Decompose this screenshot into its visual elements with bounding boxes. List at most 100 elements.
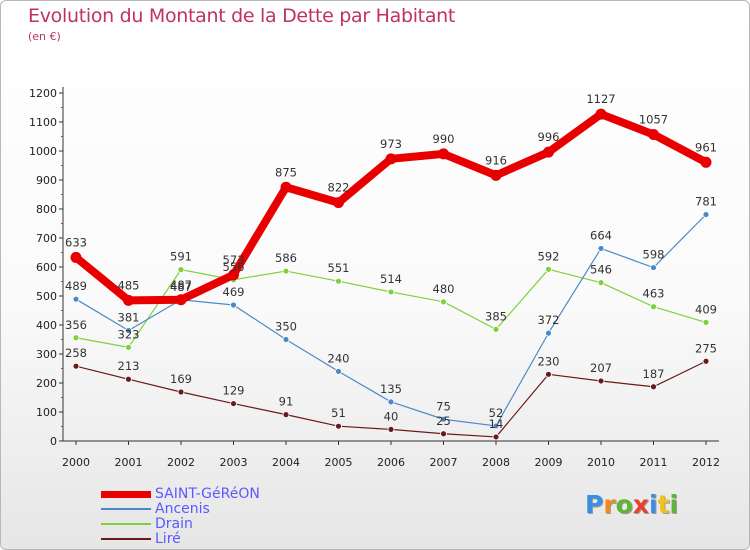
data-label-lire: 258 xyxy=(65,346,87,360)
data-point-lire xyxy=(125,375,132,383)
data-label-saint-gereon: 973 xyxy=(380,137,402,151)
data-point-drain xyxy=(702,318,710,326)
data-point-drain xyxy=(597,279,605,287)
data-label-ancenis: 135 xyxy=(380,382,402,396)
data-point-lire xyxy=(440,430,447,438)
data-point-lire xyxy=(545,370,552,378)
data-point-ancenis xyxy=(650,264,657,271)
data-label-drain: 514 xyxy=(380,272,402,286)
data-label-ancenis: 489 xyxy=(65,279,87,293)
data-point-lire xyxy=(387,425,395,433)
y-tick-label: 1200 xyxy=(29,87,57,100)
x-tick-label: 2006 xyxy=(377,456,405,469)
y-tick-label: 600 xyxy=(36,261,57,274)
data-label-ancenis: 781 xyxy=(695,195,717,209)
data-label-lire: 207 xyxy=(590,361,612,375)
legend-label-drain: Drain xyxy=(155,516,193,532)
data-point-ancenis xyxy=(597,245,605,252)
data-label-ancenis: 664 xyxy=(590,228,612,242)
y-tick-label: 100 xyxy=(36,406,57,419)
legend-swatch-drain xyxy=(101,523,151,525)
chart-subtitle: (en €) xyxy=(28,30,61,43)
data-label-ancenis: 52 xyxy=(489,406,504,420)
data-label-ancenis: 598 xyxy=(643,248,665,262)
x-tick-label: 2004 xyxy=(272,456,300,469)
data-label-drain: 551 xyxy=(328,261,350,275)
data-point-saint-gereon xyxy=(228,269,239,281)
data-point-saint-gereon xyxy=(648,128,659,140)
data-point-saint-gereon xyxy=(543,146,554,158)
data-label-lire: 187 xyxy=(643,367,665,381)
data-point-drain xyxy=(125,343,132,351)
data-point-lire xyxy=(282,411,290,419)
data-point-lire xyxy=(177,388,185,396)
data-label-ancenis: 75 xyxy=(436,399,451,413)
legend-item-lire: Liré xyxy=(101,531,181,547)
data-label-lire: 230 xyxy=(538,354,560,368)
x-tick-label: 2003 xyxy=(220,456,248,469)
y-tick-label: 800 xyxy=(36,203,57,216)
data-label-lire: 40 xyxy=(384,409,399,423)
data-point-saint-gereon xyxy=(70,251,82,263)
data-point-drain xyxy=(545,265,552,273)
data-label-ancenis: 350 xyxy=(275,320,297,334)
y-tick-label: 1100 xyxy=(29,116,57,129)
data-label-ancenis: 469 xyxy=(223,285,245,299)
data-point-lire xyxy=(72,362,80,370)
x-tick-label: 2000 xyxy=(62,456,90,469)
data-label-drain: 480 xyxy=(433,282,455,296)
data-label-ancenis: 372 xyxy=(538,313,560,327)
data-label-lire: 91 xyxy=(279,395,294,409)
logo-letter: r xyxy=(603,490,616,519)
x-tick-label: 2008 xyxy=(482,456,510,469)
data-label-saint-gereon: 485 xyxy=(118,278,140,292)
x-tick-label: 2005 xyxy=(325,456,353,469)
data-point-ancenis xyxy=(702,211,710,218)
data-label-drain: 356 xyxy=(65,318,87,332)
data-point-drain xyxy=(387,288,395,296)
data-label-saint-gereon: 1127 xyxy=(586,92,615,106)
logo-letter: o xyxy=(615,490,633,519)
data-label-drain: 546 xyxy=(590,263,612,277)
data-point-lire xyxy=(650,383,657,391)
legend-item-drain: Drain xyxy=(101,516,193,532)
data-point-ancenis xyxy=(545,329,552,337)
data-point-lire xyxy=(597,377,605,385)
data-label-saint-gereon: 875 xyxy=(275,165,297,179)
data-label-drain: 556 xyxy=(223,260,245,274)
data-point-saint-gereon xyxy=(333,197,344,209)
data-point-ancenis xyxy=(230,301,237,309)
y-tick-label: 700 xyxy=(36,232,57,245)
data-point-saint-gereon xyxy=(490,169,502,181)
data-point-drain xyxy=(177,266,185,274)
data-label-lire: 169 xyxy=(170,372,192,386)
data-point-ancenis xyxy=(125,327,132,334)
data-label-drain: 591 xyxy=(170,250,192,264)
legend-item-ancenis: Ancenis xyxy=(101,501,210,517)
data-label-lire: 51 xyxy=(331,406,346,420)
legend-item-saint-gereon: SAINT-GéRéON xyxy=(101,486,260,502)
data-point-ancenis xyxy=(492,422,500,430)
x-tick-label: 2012 xyxy=(692,456,720,469)
y-tick-label: 400 xyxy=(36,319,57,332)
legend-label-saint-gereon: SAINT-GéRéON xyxy=(155,486,260,502)
logo-letter: t xyxy=(657,490,670,519)
x-tick-label: 2002 xyxy=(167,456,195,469)
data-label-saint-gereon: 961 xyxy=(695,140,717,154)
data-point-lire xyxy=(335,422,342,430)
data-point-saint-gereon xyxy=(438,148,449,160)
data-point-drain xyxy=(335,277,342,285)
data-point-saint-gereon xyxy=(595,108,607,120)
data-label-lire: 25 xyxy=(436,414,451,428)
logo-letter: P xyxy=(585,490,604,519)
y-tick-label: 900 xyxy=(36,174,57,187)
legend-swatch-lire xyxy=(101,538,151,540)
data-point-drain xyxy=(72,334,80,342)
data-label-saint-gereon: 996 xyxy=(538,130,560,144)
legend-label-lire: Liré xyxy=(155,531,181,547)
data-label-saint-gereon: 573 xyxy=(223,253,245,267)
legend-swatch-ancenis xyxy=(101,508,151,510)
data-point-drain xyxy=(440,298,447,306)
data-point-saint-gereon xyxy=(280,181,292,193)
